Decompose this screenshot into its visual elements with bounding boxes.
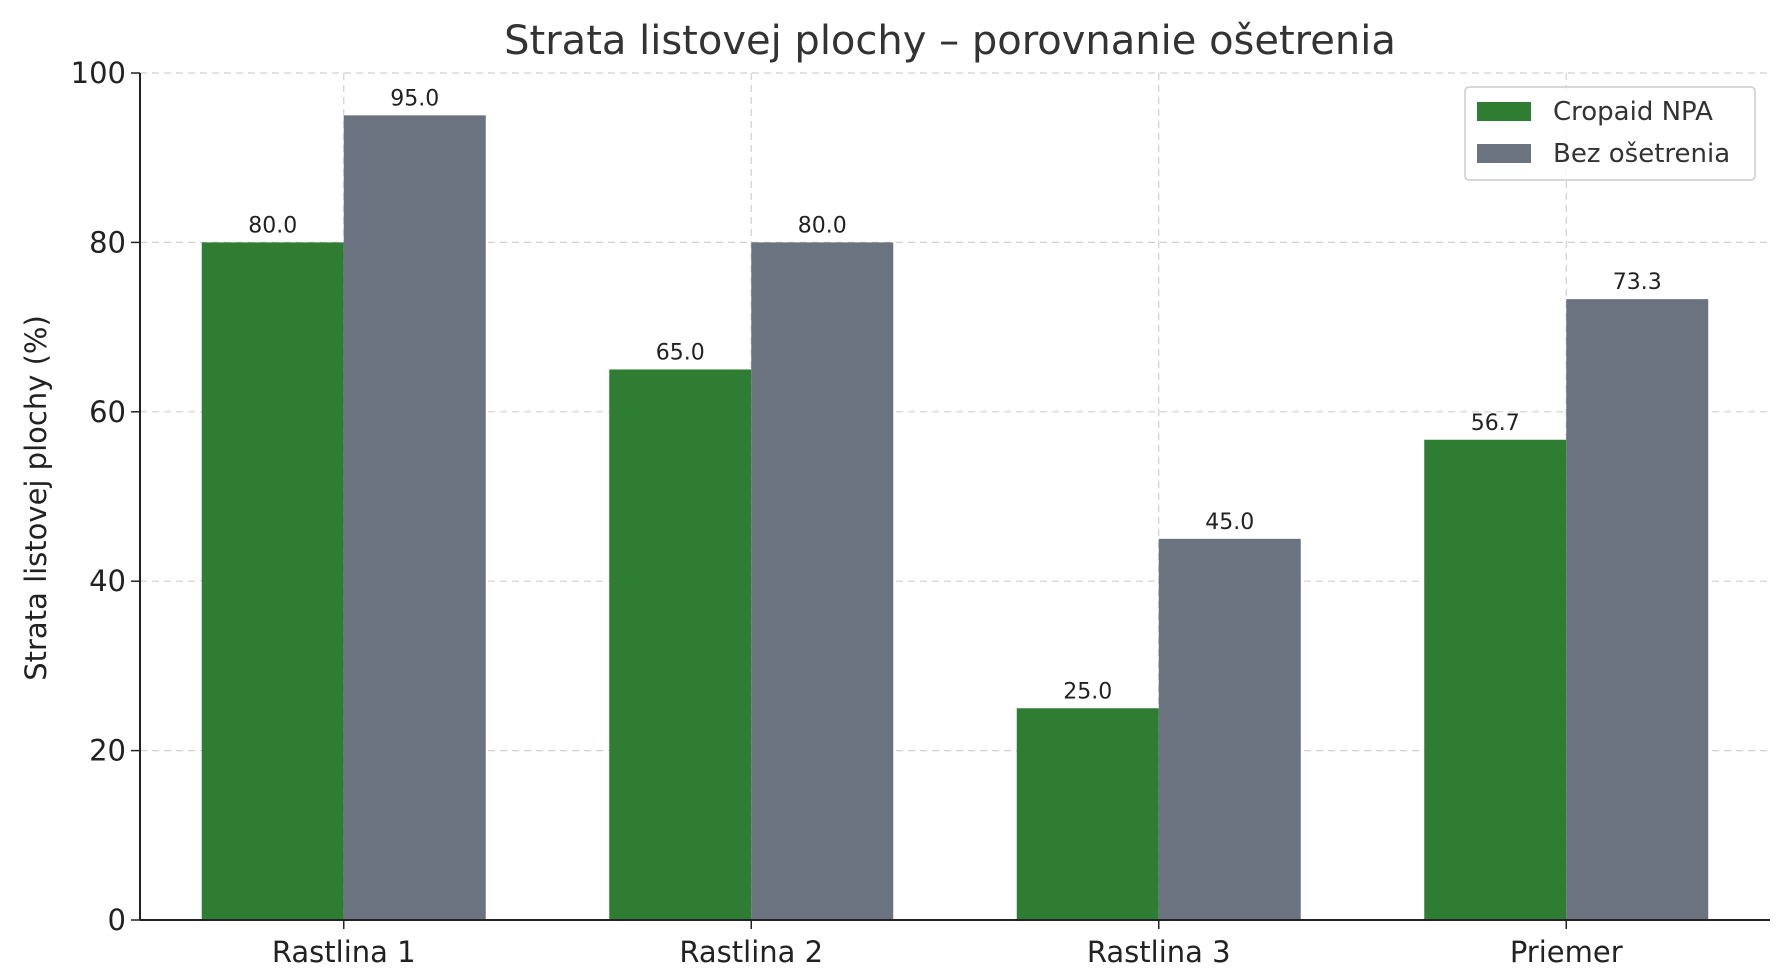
y-tick-label: 60: [89, 395, 126, 429]
x-tick-label: Rastlina 3: [1087, 935, 1231, 969]
bar-cropaid-npa-priemer: [1424, 439, 1567, 920]
data-label: 25.0: [1063, 679, 1112, 704]
legend-swatch-cropaid-npa: [1477, 102, 1531, 121]
bar-cropaid-npa-rastlina-2: [609, 369, 752, 920]
legend-label: Bez ošetrenia: [1553, 139, 1730, 169]
bar-bez-osetrenia-rastlina-2: [751, 242, 894, 920]
data-label: 45.0: [1205, 510, 1254, 535]
bar-bez-osetrenia-rastlina-1: [343, 115, 486, 921]
chart-title: Strata listovej plochy – porovnanie ošet…: [504, 18, 1396, 64]
y-tick-label: 20: [89, 734, 126, 768]
y-axis-label: Strata listovej plochy (%): [19, 315, 53, 681]
y-tick-label: 100: [71, 56, 126, 90]
bar-bez-osetrenia-rastlina-3: [1158, 538, 1301, 920]
data-labels: 80.0 65.0 25.0 56.7 95.0 80.0 45.0 73.3: [248, 86, 1661, 704]
data-label: 65.0: [656, 340, 705, 365]
data-label: 80.0: [798, 213, 847, 238]
y-tick-label: 40: [89, 564, 126, 598]
bar-bez-osetrenia-priemer: [1566, 299, 1709, 920]
y-tick-label: 80: [89, 225, 126, 259]
axes: 0 20 40 60 80 100 Rastlina 1 Rastlina 2 Rastlina…: [71, 56, 1770, 969]
data-label: 73.3: [1613, 270, 1662, 295]
x-tick-label: Priemer: [1510, 935, 1623, 969]
bars: [201, 115, 1709, 921]
legend: Cropaid NPA Bez ošetrenia: [1464, 86, 1756, 181]
legend-swatch-bez-osetrenia: [1477, 144, 1531, 163]
bar-cropaid-npa-rastlina-3: [1016, 708, 1159, 920]
legend-box: [1464, 86, 1756, 181]
x-tick-label: Rastlina 2: [679, 935, 823, 969]
legend-label: Cropaid NPA: [1553, 97, 1713, 127]
data-label: 95.0: [390, 86, 439, 111]
y-tick-label: 0: [108, 903, 126, 937]
x-tick-label: Rastlina 1: [272, 935, 416, 969]
data-label: 56.7: [1471, 411, 1520, 436]
bar-cropaid-npa-rastlina-1: [201, 242, 344, 920]
data-label: 80.0: [248, 213, 297, 238]
